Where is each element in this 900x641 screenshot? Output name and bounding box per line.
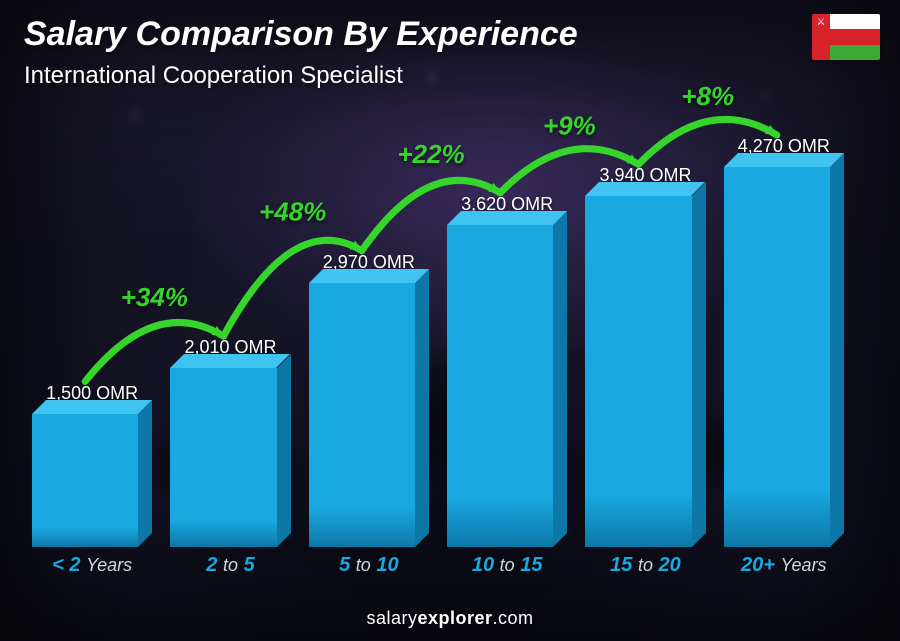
bar-top bbox=[170, 354, 290, 368]
bar-side bbox=[830, 153, 844, 547]
bar-column: 3,940 OMR bbox=[585, 165, 705, 547]
footer-accent: explorer bbox=[417, 608, 492, 628]
bar-column: 3,620 OMR bbox=[447, 194, 567, 547]
footer-suffix: .com bbox=[493, 608, 534, 628]
bar-top bbox=[724, 153, 844, 167]
bar-column: 1,500 OMR bbox=[32, 383, 152, 547]
bar-side bbox=[415, 269, 429, 547]
chart-subtitle: International Cooperation Specialist bbox=[24, 62, 403, 90]
bar-side bbox=[692, 182, 706, 547]
chart-title: Salary Comparison By Experience bbox=[24, 16, 578, 53]
bar-front bbox=[32, 414, 138, 547]
bar-top bbox=[32, 400, 152, 414]
bar-side bbox=[277, 354, 291, 547]
x-axis-label: < 2 Years bbox=[32, 554, 152, 577]
bar-front bbox=[585, 196, 691, 547]
bar-3d bbox=[585, 196, 705, 547]
bar-column: 4,270 OMR bbox=[724, 136, 844, 547]
bar-top bbox=[447, 211, 567, 225]
flag-stripe-red bbox=[830, 29, 880, 44]
x-axis-label: 15 to 20 bbox=[585, 554, 705, 577]
bar-3d bbox=[447, 225, 567, 547]
bar-top bbox=[309, 269, 429, 283]
bar-3d bbox=[170, 368, 290, 547]
flag-emblem-icon: ⚔ bbox=[815, 17, 827, 29]
bar-3d bbox=[309, 283, 429, 547]
x-axis-label: 10 to 15 bbox=[447, 554, 567, 577]
bar-front bbox=[170, 368, 276, 547]
bar-column: 2,970 OMR bbox=[309, 252, 429, 547]
bar-front bbox=[724, 167, 830, 547]
bar-3d bbox=[32, 414, 152, 547]
bars-group: 1,500 OMR2,010 OMR2,970 OMR3,620 OMR3,94… bbox=[32, 107, 844, 547]
bar-side bbox=[553, 211, 567, 547]
bar-3d bbox=[724, 167, 844, 547]
flag-stripe-white bbox=[830, 14, 880, 29]
bar-front bbox=[447, 225, 553, 547]
footer-logo: salaryexplorer.com bbox=[0, 608, 900, 629]
bar-chart: 1,500 OMR2,010 OMR2,970 OMR3,620 OMR3,94… bbox=[32, 107, 844, 577]
bar-side bbox=[138, 400, 152, 547]
x-axis-label: 5 to 10 bbox=[309, 554, 429, 577]
bar-top bbox=[585, 182, 705, 196]
bar-front bbox=[309, 283, 415, 547]
x-labels-group: < 2 Years 2 to 5 5 to 10 10 to 15 15 to 20 20… bbox=[32, 554, 844, 577]
bar-column: 2,010 OMR bbox=[170, 337, 290, 547]
chart-container: Salary Comparison By Experience Internat… bbox=[0, 0, 900, 641]
x-axis-label: 20+ Years bbox=[724, 554, 844, 577]
footer-text: salary bbox=[366, 608, 417, 628]
country-flag-oman: ⚔ bbox=[812, 14, 880, 60]
flag-stripe-green bbox=[830, 45, 880, 60]
x-axis-label: 2 to 5 bbox=[170, 554, 290, 577]
